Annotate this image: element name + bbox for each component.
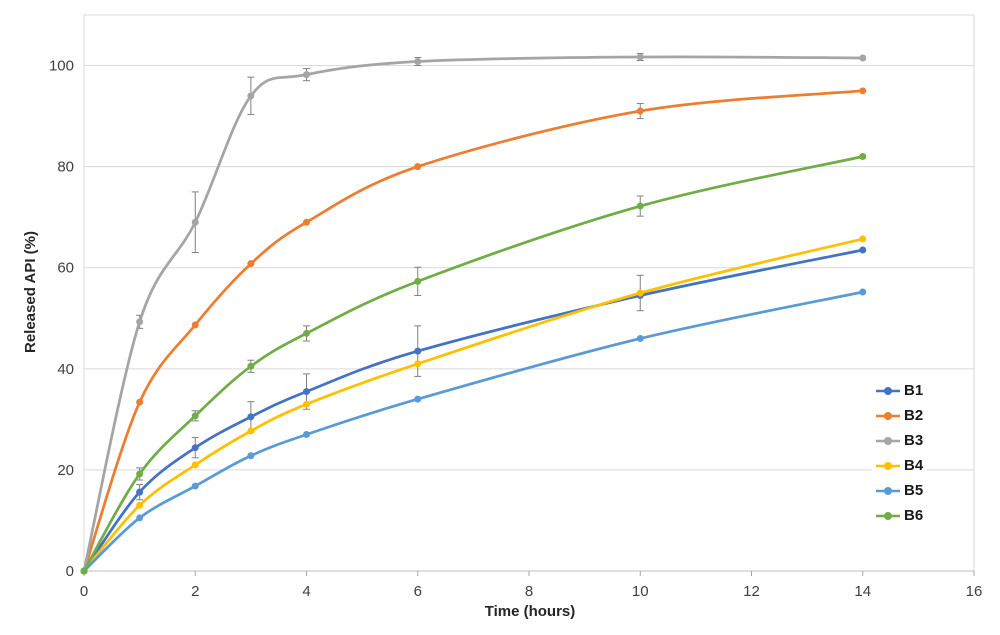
series-marker-B1: [247, 413, 255, 421]
y-tick-label: 80: [57, 159, 74, 176]
x-tick-label: 0: [80, 583, 88, 600]
series-line-B2: [82, 89, 865, 573]
series-line-B4: [82, 237, 865, 573]
legend-marker: [884, 461, 892, 470]
series-marker-B3: [414, 58, 422, 66]
series-marker-B5: [414, 395, 422, 403]
x-tick-label: 12: [743, 583, 760, 600]
series-line-B6: [82, 155, 865, 573]
y-tick-label: 100: [49, 58, 74, 75]
series-B6: [80, 153, 867, 575]
x-tick-label: 10: [632, 583, 649, 600]
series-marker-B4: [136, 501, 144, 509]
legend: B1 B2 B3 B4 B5 B6: [872, 378, 928, 532]
legend-label-B2: B2: [904, 407, 924, 424]
series-marker-B4: [636, 289, 644, 297]
legend-key-B3: [876, 436, 900, 445]
series-marker-B1: [859, 246, 867, 254]
x-tick-label: 14: [854, 583, 871, 600]
series-marker-B2: [247, 260, 255, 268]
legend-marker: [884, 411, 892, 420]
legend-label-B6: B6: [904, 507, 924, 524]
series-marker-B6: [414, 277, 422, 285]
y-tick-label: 40: [57, 361, 74, 378]
series-marker-B1: [136, 488, 144, 496]
legend-key-B1: [876, 386, 900, 395]
series-marker-B4: [247, 427, 255, 435]
legend-key-B6: [876, 511, 900, 520]
series-marker-B6: [303, 329, 310, 337]
series-marker-B1: [191, 444, 199, 452]
y-tick-label: 60: [57, 260, 74, 277]
legend-item-B1: B1: [876, 380, 923, 401]
series-B2: [80, 87, 867, 575]
legend-item-B4: B4: [876, 455, 923, 476]
legend-label-B5: B5: [904, 482, 924, 499]
legend-key-B2: [876, 411, 900, 420]
legend-marker: [884, 436, 892, 445]
legend-item-B3: B3: [876, 430, 923, 451]
series-marker-B5: [859, 288, 867, 296]
series-marker-B5: [136, 514, 144, 522]
series-marker-B4: [303, 400, 310, 408]
series-marker-B6: [859, 153, 867, 161]
series-line-B1: [82, 248, 865, 573]
x-tick-label: 2: [191, 583, 199, 600]
series-marker-B5: [636, 334, 644, 342]
legend-label-B4: B4: [904, 457, 924, 474]
legend-item-B5: B5: [876, 480, 923, 501]
x-tick-label: 16: [966, 583, 983, 600]
series-marker-B5: [247, 452, 255, 460]
series-marker-B1: [303, 388, 310, 396]
x-axis-title: Time (hours): [484, 603, 576, 620]
x-tick-label: 6: [414, 583, 422, 600]
y-tick-label: 0: [66, 563, 74, 580]
legend-key-B4: [876, 461, 900, 470]
legend-label-B3: B3: [904, 432, 924, 449]
legend-marker: [884, 486, 892, 495]
series-marker-B3: [136, 318, 144, 326]
series-B1: [80, 246, 867, 575]
series-marker-B4: [191, 461, 199, 469]
series-marker-B3: [636, 53, 644, 61]
series-line-B3: [82, 55, 865, 573]
x-tick-label: 8: [525, 583, 533, 600]
legend-item-B2: B2: [876, 405, 923, 426]
series-marker-B3: [247, 92, 255, 100]
series-marker-B6: [191, 412, 199, 420]
series-marker-B2: [191, 321, 199, 329]
legend-marker: [884, 386, 892, 395]
series-marker-B5: [191, 482, 199, 490]
series-B5: [80, 288, 867, 575]
series-marker-B2: [859, 87, 867, 95]
series-marker-B3: [303, 71, 310, 79]
series-marker-B6: [636, 202, 644, 210]
legend-marker: [884, 511, 892, 520]
y-tick-label: 20: [57, 462, 74, 479]
series-marker-B2: [303, 218, 310, 226]
series-line-B5: [82, 290, 865, 573]
series-marker-B6: [80, 567, 88, 575]
y-axis-title: Released API (%): [22, 231, 39, 353]
x-tick-label: 4: [302, 583, 310, 600]
legend-label-B1: B1: [904, 382, 924, 399]
series-marker-B2: [636, 107, 644, 115]
series-marker-B5: [303, 431, 310, 439]
series-marker-B2: [136, 398, 144, 406]
series-marker-B3: [191, 218, 199, 226]
series-marker-B6: [247, 362, 255, 370]
series-marker-B3: [859, 54, 867, 62]
series-marker-B2: [414, 163, 422, 171]
series-marker-B1: [414, 347, 422, 355]
series-marker-B4: [414, 360, 422, 368]
legend-key-B5: [876, 486, 900, 495]
series-B4: [80, 235, 867, 575]
series-marker-B4: [859, 235, 867, 243]
legend-item-B6: B6: [876, 505, 923, 526]
series-marker-B6: [136, 470, 144, 478]
